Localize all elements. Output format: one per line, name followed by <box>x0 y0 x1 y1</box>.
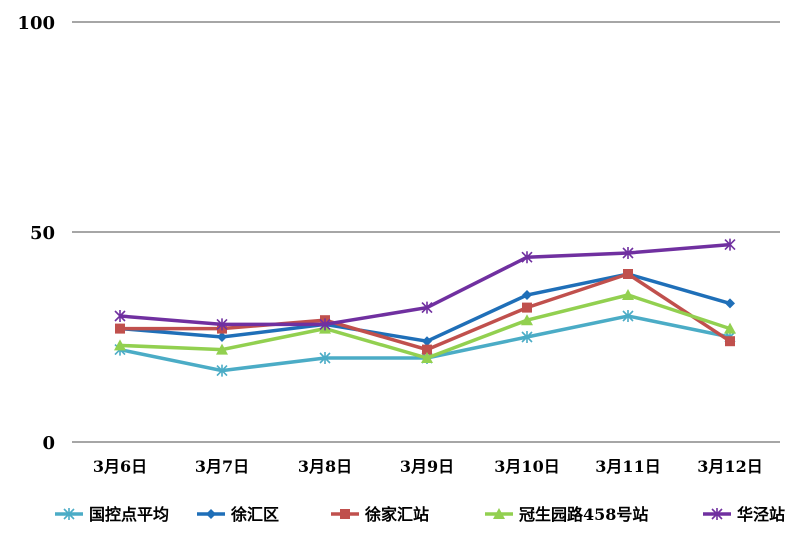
x-tick-label: 3月9日 <box>400 457 454 476</box>
data-point <box>711 508 723 520</box>
data-point <box>319 352 331 364</box>
data-point <box>725 298 735 309</box>
data-point <box>63 508 75 520</box>
x-tick-label: 3月10日 <box>494 457 559 476</box>
x-tick-label: 3月6日 <box>93 457 147 476</box>
data-point <box>114 310 126 322</box>
data-point <box>521 331 533 343</box>
data-point <box>724 238 736 251</box>
data-point <box>115 323 125 334</box>
data-point <box>521 314 533 326</box>
data-point <box>622 289 634 300</box>
y-tick-label: 50 <box>30 223 55 244</box>
legend-label: 国控点平均 <box>89 505 169 524</box>
data-point <box>421 301 433 314</box>
data-point <box>622 310 634 322</box>
legend-label: 徐家汇站 <box>364 505 429 524</box>
data-point <box>521 251 533 264</box>
data-point <box>522 302 532 313</box>
data-point <box>522 290 532 300</box>
x-tick-label: 3月8日 <box>298 457 352 476</box>
data-point <box>422 336 432 347</box>
data-point <box>114 339 126 351</box>
x-tick-label: 3月12日 <box>697 457 762 476</box>
data-point <box>422 344 432 355</box>
y-tick-label: 0 <box>42 433 55 454</box>
data-point <box>340 509 350 519</box>
data-point <box>622 247 634 259</box>
series-line <box>119 242 731 327</box>
y-tick-label: 100 <box>17 13 55 34</box>
data-point <box>217 332 227 342</box>
data-point <box>206 509 216 519</box>
x-tick-label: 3月7日 <box>195 457 249 476</box>
data-point <box>623 269 633 279</box>
data-point <box>216 318 228 331</box>
data-point <box>216 343 228 355</box>
data-point <box>724 322 736 334</box>
data-point <box>216 364 228 377</box>
legend-label: 冠生园路458号站 <box>519 505 648 524</box>
legend-label: 华泾站 <box>737 505 785 524</box>
legend-label: 徐汇区 <box>230 505 279 524</box>
data-point <box>319 318 331 331</box>
x-tick-label: 3月11日 <box>595 457 660 476</box>
data-point <box>421 352 433 363</box>
data-point <box>725 336 735 347</box>
data-point <box>493 508 505 519</box>
